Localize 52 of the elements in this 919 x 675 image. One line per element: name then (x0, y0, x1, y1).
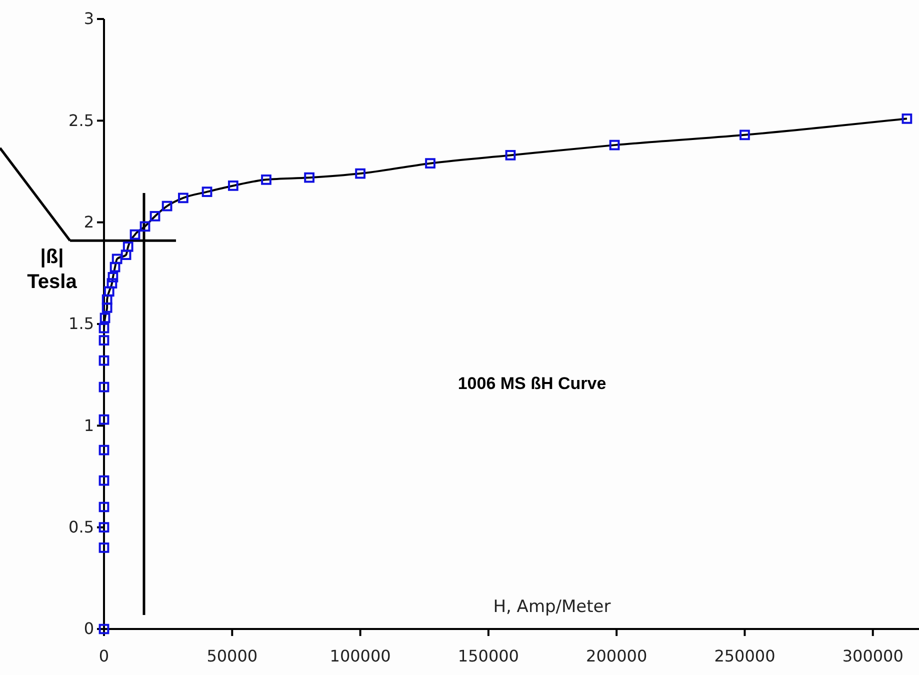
point (609, 140, 620, 150)
point (261, 174, 272, 185)
x-axis-title: H, Amp/Meter (493, 597, 611, 617)
point (140, 221, 150, 232)
point (178, 192, 188, 204)
point (505, 150, 516, 160)
point (102, 302, 112, 313)
y-tick-label: 2 (84, 212, 94, 232)
text: 1006 MS ßH Curve (458, 374, 606, 393)
x-tick-label: 50000 (206, 646, 258, 666)
x-tick-label: 100000 (330, 646, 391, 666)
y-tick-label: 1 (84, 416, 94, 435)
point (98, 522, 110, 533)
y-axis-title: |ß| Tesla (27, 246, 78, 293)
point (162, 200, 172, 212)
point (425, 158, 436, 169)
point (355, 168, 366, 179)
point (130, 229, 140, 240)
point (108, 272, 118, 282)
point (122, 242, 134, 252)
x-tick-label: 200000 (586, 646, 648, 666)
point (98, 414, 110, 425)
point (98, 322, 110, 334)
point (98, 382, 110, 392)
x-tick-label: 250000 (714, 646, 776, 666)
y-tick-label: 3 (84, 9, 94, 28)
point (110, 262, 120, 272)
point (106, 278, 118, 289)
point (98, 502, 110, 512)
point (112, 254, 122, 264)
point (104, 286, 114, 297)
point (98, 355, 110, 366)
y-tick-label: 2.5 (68, 110, 94, 130)
point (228, 180, 238, 191)
y-tick-label: 0 (84, 619, 94, 638)
point (150, 211, 160, 222)
point (98, 335, 110, 346)
point (102, 294, 112, 305)
point (202, 186, 212, 198)
y-tick-label: 0.5 (68, 517, 94, 536)
point (740, 130, 750, 140)
x-tick-label: 150000 (458, 646, 519, 666)
point (98, 542, 110, 553)
point (120, 250, 132, 260)
point (304, 172, 314, 183)
point (98, 444, 110, 456)
point (98, 475, 110, 486)
point (902, 113, 912, 124)
x-tick-label: 0 (98, 646, 110, 666)
x-tick-label: 300000 (842, 646, 904, 666)
y-tick-label: 1.5 (68, 314, 94, 334)
point (100, 312, 110, 324)
